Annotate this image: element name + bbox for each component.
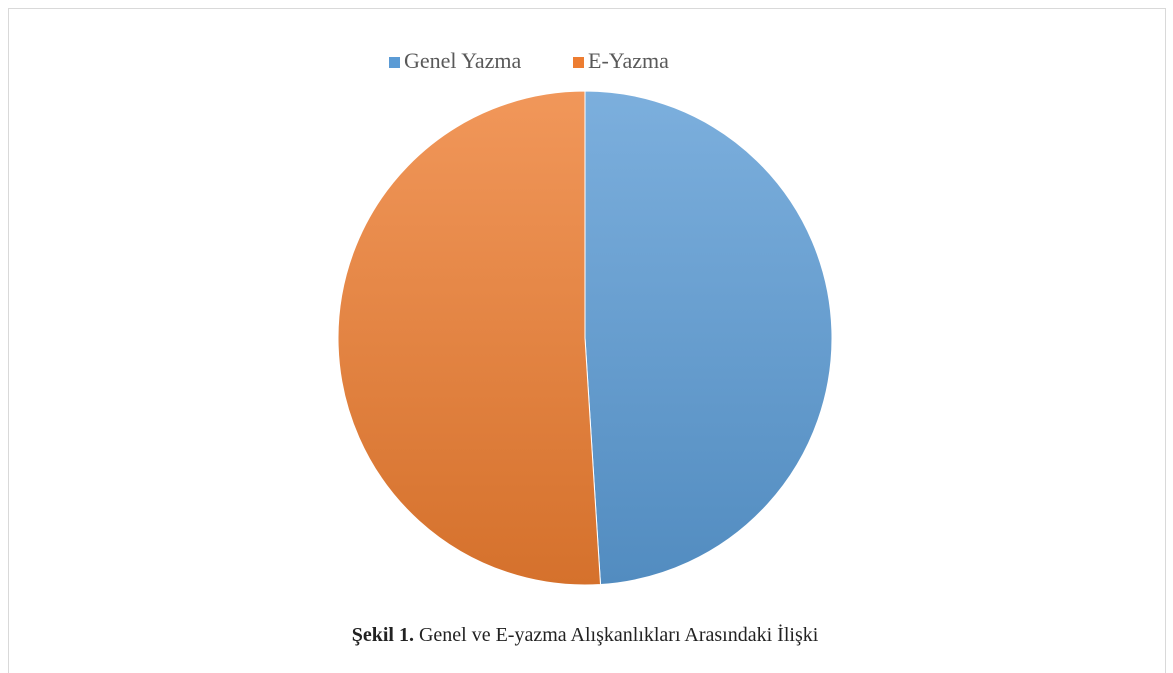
legend: Genel Yazma E-Yazma (389, 48, 669, 73)
legend-swatch (573, 57, 584, 68)
pie-slice (584, 90, 833, 586)
caption-text: Genel ve E-yazma Alışkanlıkları Arasında… (419, 623, 819, 646)
caption-label: Şekil 1. (352, 624, 414, 646)
legend-label: E-Yazma (588, 48, 669, 73)
pie-slice (337, 90, 602, 586)
chart-border (8, 8, 1166, 673)
caption: Şekil 1. Genel ve E-yazma Alışkanlıkları … (352, 623, 819, 646)
pie (337, 90, 833, 586)
legend-swatch (389, 57, 400, 68)
legend-label: Genel Yazma (404, 48, 522, 73)
